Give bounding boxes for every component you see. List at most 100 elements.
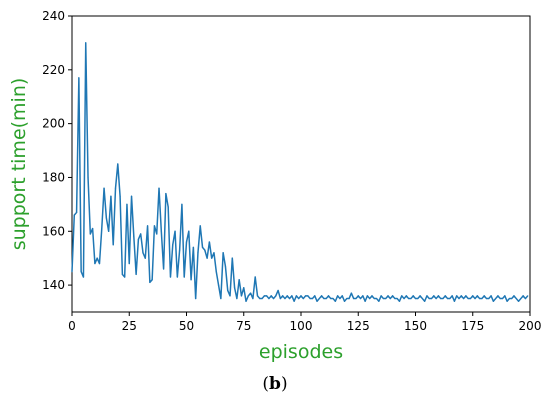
data-point [444,295,446,297]
data-point [318,297,320,300]
data-point [217,284,220,286]
data-point [284,297,286,300]
data-point [499,297,501,300]
data-point [96,257,98,259]
data-point [451,295,453,297]
data-point [277,289,279,292]
data-point [465,295,467,297]
data-point [314,295,316,297]
data-point [119,195,121,197]
x-tick-label: 25 [122,319,137,333]
data-point [259,297,261,300]
data-point [89,233,91,235]
data-point [124,276,126,278]
data-point [291,295,293,297]
series-line-0 [71,42,529,302]
data-point [250,292,252,294]
data-point [261,297,263,300]
data-point [511,297,513,300]
data-point [453,300,456,302]
data-point [236,297,238,300]
data-point [378,300,380,302]
data-point [163,268,165,270]
data-point [98,262,101,265]
data-point [179,249,181,251]
data-point [167,206,169,208]
data-point [82,276,85,278]
data-point [366,295,369,297]
data-point [458,297,460,300]
data-point [101,227,103,230]
data-point [332,297,334,300]
data-point [192,246,194,249]
data-point [293,300,295,302]
data-point [135,273,137,275]
data-point [298,297,300,300]
data-point [424,300,426,302]
data-point [412,295,414,297]
caption-letter: b [269,374,281,394]
data-point [220,297,222,300]
data-point [307,295,309,297]
data-point [476,295,478,297]
data-point [497,295,499,297]
data-point [190,279,192,281]
y-tick-label: 180 [42,170,65,184]
data-point [369,297,371,300]
figure-caption: (b) [0,374,550,394]
data-point [165,193,167,195]
data-point [337,295,339,297]
data-point [92,227,94,230]
data-point [156,233,158,235]
data-point [348,297,350,300]
data-point [389,297,391,300]
data-point [105,217,107,219]
data-point [213,252,215,254]
data-point [172,244,174,246]
data-point [321,295,323,297]
data-point [469,297,472,300]
data-point [327,295,330,297]
data-point [405,295,407,297]
data-point [341,295,343,297]
data-point [229,295,231,297]
data-point [375,297,378,300]
data-point [426,295,428,297]
y-tick-label: 220 [42,63,65,77]
data-point [371,295,373,297]
data-point [442,297,444,300]
data-point [350,292,352,294]
data-point [188,230,190,232]
plot-frame [71,15,531,313]
data-point [78,77,80,79]
y-tick-label: 140 [42,278,65,292]
data-point [247,295,249,297]
data-point [151,279,153,281]
data-point [449,297,451,300]
data-point [240,295,243,297]
data-point [346,297,348,300]
data-point [144,257,146,259]
data-point [137,238,140,240]
data-point [357,295,359,297]
data-point [437,295,439,297]
data-point [304,295,307,297]
data-point [339,297,341,300]
data-point [520,297,522,300]
data-point [483,295,485,297]
data-point [362,295,364,297]
data-point [94,262,96,265]
y-axis-ticks: 140 160 180 200 220 240 [42,9,72,292]
data-point [428,297,430,300]
data-point [176,276,178,278]
data-point [410,297,412,300]
data-point [472,295,474,297]
data-point [527,295,529,297]
data-point [334,300,336,302]
data-point [316,300,318,302]
data-point [387,295,389,297]
data-point [233,287,236,289]
data-point [396,297,398,300]
data-point [417,297,419,300]
